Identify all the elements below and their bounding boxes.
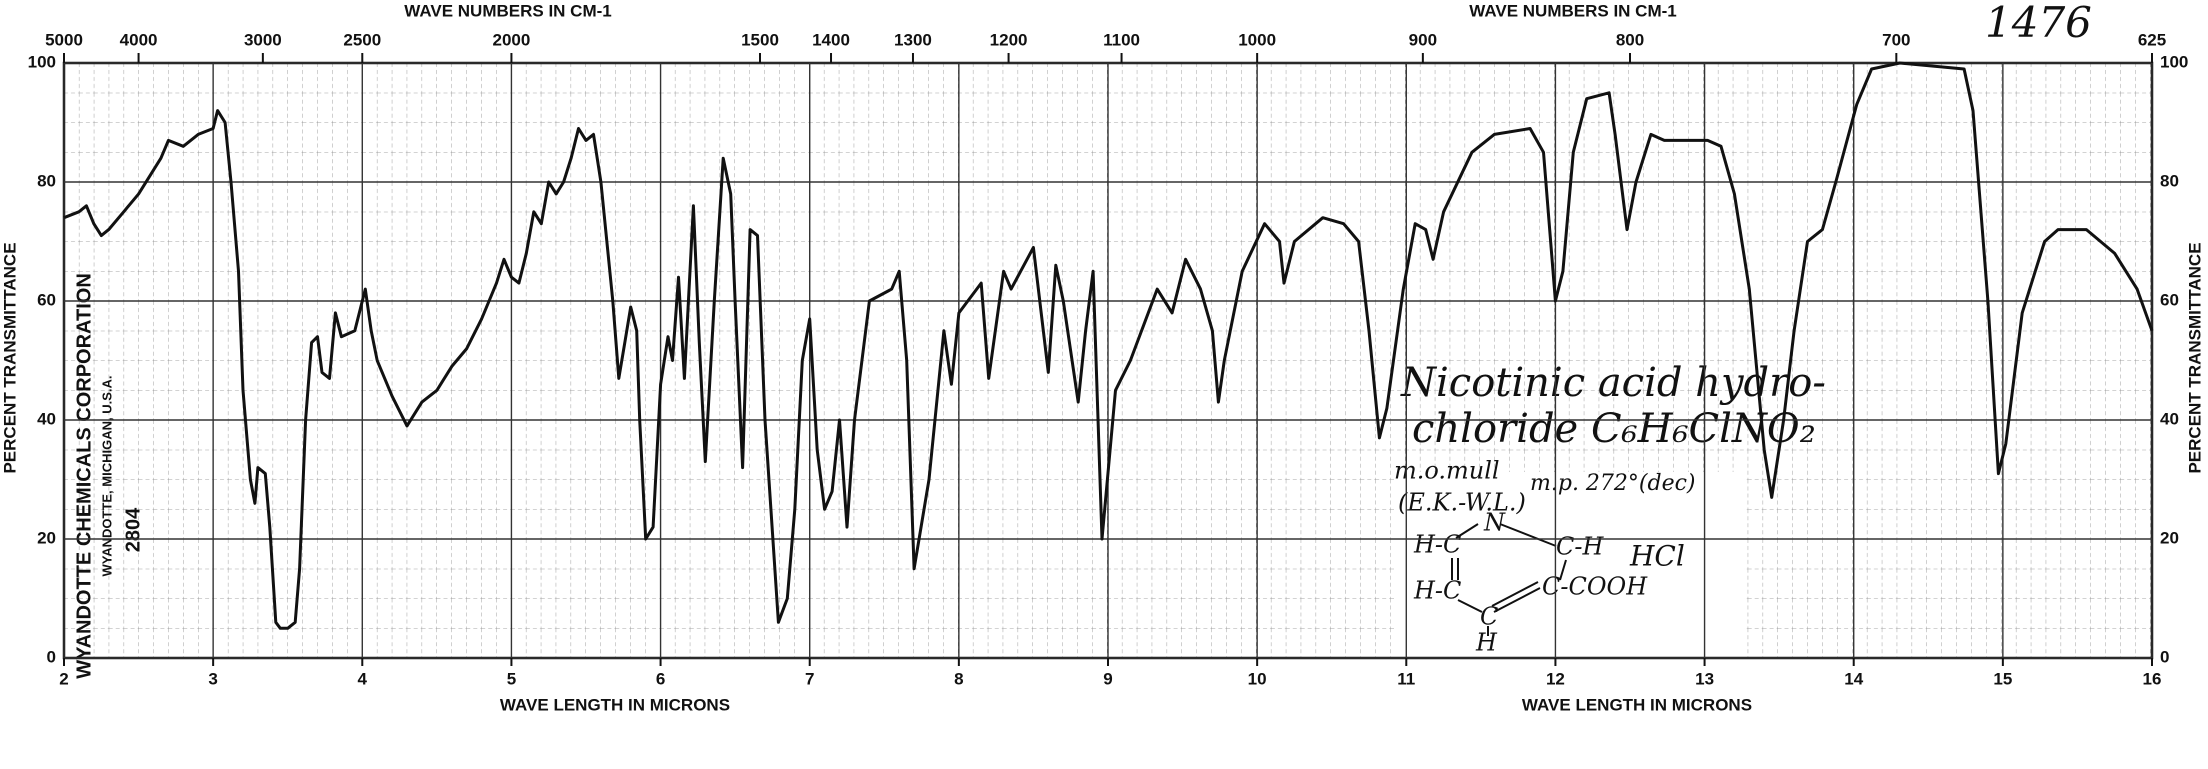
x-tick-label: 14 xyxy=(1844,669,1863,688)
x-axis-label: WAVE LENGTH IN MICRONS xyxy=(1522,695,1752,714)
x2-tick-label: 700 xyxy=(1882,30,1910,49)
x2-tick-label: 1100 xyxy=(1103,30,1140,49)
company-name: WYANDOTTE CHEMICALS CORPORATION xyxy=(73,273,95,679)
x-axis-label: WAVE LENGTH IN MICRONS xyxy=(500,695,730,714)
y2-tick-label: 60 xyxy=(2160,290,2179,309)
x2-axis-label: WAVE NUMBERS IN CM-1 xyxy=(404,1,611,20)
x-tick-label: 7 xyxy=(805,669,814,688)
catalog-number: 1476 xyxy=(1985,0,2092,47)
compound-formula: chloride C₆H₆ClNO₂ xyxy=(1412,406,1816,452)
x2-tick-label: 4000 xyxy=(120,30,158,49)
x2-tick-label: 1400 xyxy=(812,30,850,49)
structure: H-C N C-H H-C C-COOH C H xyxy=(1413,509,1648,657)
x2-tick-label: 1200 xyxy=(990,30,1028,49)
company-address: WYANDOTTE, MICHIGAN, U.S.A. xyxy=(99,375,114,576)
y-axis-label: PERCENT TRANSMITTANCE xyxy=(0,242,19,473)
compound-name: Nicotinic acid hydro- xyxy=(1400,360,1826,406)
structure-label: C xyxy=(1480,603,1498,631)
x-tick-label: 13 xyxy=(1695,669,1714,688)
y-tick-label: 40 xyxy=(37,409,56,428)
bonds xyxy=(1451,523,1567,636)
structure-label: N xyxy=(1483,509,1506,537)
x-tick-label: 9 xyxy=(1103,669,1112,688)
chart-number: 2804 xyxy=(122,507,144,552)
x-tick-label: 4 xyxy=(358,669,368,688)
y-tick-label: 20 xyxy=(37,528,56,547)
y2-tick-label: 20 xyxy=(2160,528,2179,547)
structure-label: C-H xyxy=(1556,533,1604,561)
x-tick-label: 16 xyxy=(2143,669,2162,688)
x2-tick-label: 2500 xyxy=(343,30,381,49)
y2-tick-label: 0 xyxy=(2160,647,2169,666)
y-tick-label: 0 xyxy=(47,647,56,666)
x2-axis-label: WAVE NUMBERS IN CM-1 xyxy=(1469,1,1676,20)
x2-tick-label: 1000 xyxy=(1238,30,1276,49)
structure-label: H xyxy=(1475,629,1498,657)
x-tick-label: 12 xyxy=(1546,669,1565,688)
x-tick-label: 8 xyxy=(954,669,963,688)
x2-tick-label: 800 xyxy=(1616,30,1644,49)
y2-tick-label: 40 xyxy=(2160,409,2179,428)
x2-tick-label: 625 xyxy=(2138,30,2166,49)
y-tick-label: 100 xyxy=(28,52,56,71)
y2-tick-label: 100 xyxy=(2160,52,2188,71)
x-tick-label: 11 xyxy=(1397,669,1415,688)
x-tick-label: 15 xyxy=(1993,669,2012,688)
operator: (E.K.-W.L.) xyxy=(1398,489,1526,517)
x2-tick-label: 2000 xyxy=(493,30,531,49)
x2-tick-label: 5000 xyxy=(45,30,83,49)
spectrum-line xyxy=(63,61,2154,630)
y-axis-label: PERCENT TRANSMITTANCE xyxy=(2185,242,2204,473)
x2-tick-label: 1500 xyxy=(741,30,779,49)
sample-method: m.o.mull xyxy=(1394,457,1500,485)
structure-label: H-C xyxy=(1413,531,1461,559)
x-tick-label: 6 xyxy=(656,669,665,688)
x-tick-label: 10 xyxy=(1248,669,1267,688)
x-tick-label: 3 xyxy=(208,669,217,688)
x2-tick-label: 3000 xyxy=(244,30,282,49)
x2-tick-label: 1300 xyxy=(894,30,932,49)
x-tick-label: 5 xyxy=(507,669,516,688)
y-tick-label: 80 xyxy=(37,171,56,190)
y-tick-label: 60 xyxy=(37,290,56,309)
x-tick-label: 2 xyxy=(59,669,68,688)
structure-label: C-COOH xyxy=(1542,573,1648,601)
hcl-label: HCl xyxy=(1629,540,1685,573)
melting-point: m.p. 272°(dec) xyxy=(1530,471,1696,496)
y2-tick-label: 80 xyxy=(2160,171,2179,190)
x2-tick-label: 900 xyxy=(1409,30,1437,49)
structure-label: H-C xyxy=(1413,577,1461,605)
